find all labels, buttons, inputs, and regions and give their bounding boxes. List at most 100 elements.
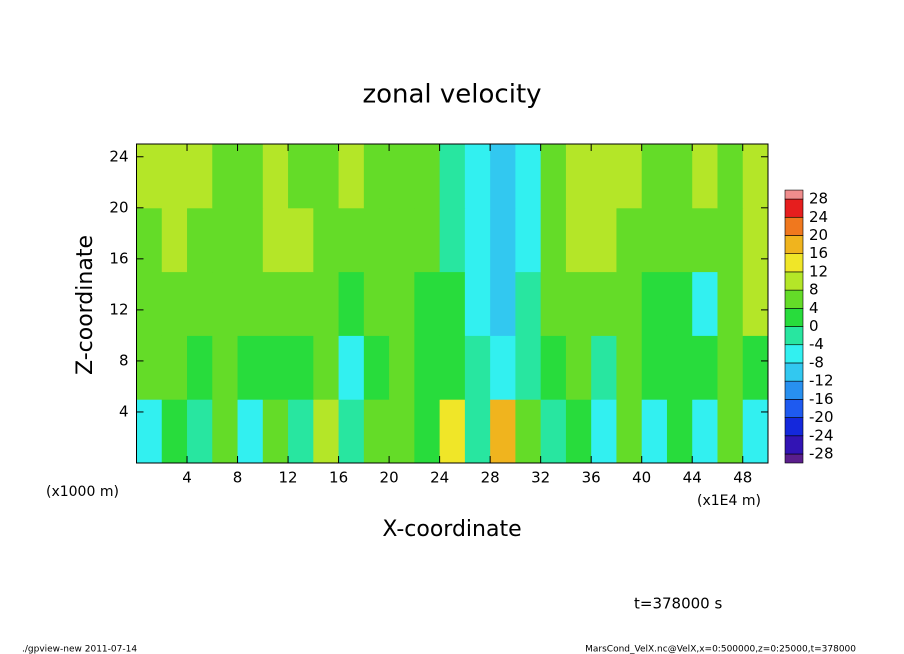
field-cell: [515, 335, 542, 400]
field-cell: [490, 144, 516, 209]
field-cell: [338, 271, 365, 336]
field-cell: [414, 144, 441, 209]
field-cell: [389, 144, 415, 209]
field-cell: [288, 399, 314, 464]
field-cell: [742, 271, 769, 336]
field-cell: [666, 399, 693, 464]
field-cell: [616, 399, 643, 464]
field-cell: [439, 271, 466, 336]
colorbar-box: [784, 326, 804, 346]
field-cell: [136, 207, 163, 273]
x-tick-label: 40: [632, 469, 651, 487]
field-cell: [262, 335, 289, 400]
field-cell: [161, 335, 188, 400]
colorbar-label: -12: [809, 372, 834, 390]
field-cell: [717, 144, 744, 209]
field-cell: [288, 207, 314, 273]
field-cell: [540, 271, 567, 336]
field-cell: [490, 207, 516, 273]
field-cell: [490, 399, 516, 464]
field-cell: [641, 144, 668, 209]
colorbar-box: [784, 198, 804, 218]
field-cell: [237, 271, 264, 336]
y-tick-label: 8: [119, 351, 129, 369]
field-cell: [136, 271, 163, 336]
x-tick-label: 28: [481, 469, 500, 487]
field-cell: [464, 207, 491, 273]
field-cell: [363, 207, 390, 273]
y-tick-label: 4: [119, 402, 129, 420]
field-cell: [363, 335, 390, 400]
x-tick-label: 12: [279, 469, 298, 487]
colorbar-label: -16: [809, 390, 834, 408]
field-cell: [237, 399, 264, 464]
footer-right: MarsCond_VelX.nc@VelX,x=0:500000,z=0:250…: [585, 645, 856, 654]
field-cell: [515, 144, 542, 209]
colorbar-box: [784, 235, 804, 254]
field-cell: [742, 144, 769, 209]
field-cell: [389, 207, 415, 273]
field-cell: [237, 335, 264, 400]
field-cell: [641, 271, 668, 336]
field-cell: [616, 207, 643, 273]
field-cell: [161, 271, 188, 336]
field-cell: [565, 335, 592, 400]
field-cell: [363, 144, 390, 209]
field-cell: [565, 144, 592, 209]
colorbar-box: [784, 344, 804, 364]
colorbar-box: [784, 399, 804, 418]
field-cell: [161, 207, 188, 273]
field-cell: [414, 335, 441, 400]
colorbar-box: [784, 435, 804, 455]
field-cell: [515, 271, 542, 336]
x-tick-label: 16: [329, 469, 348, 487]
field-cell: [262, 271, 289, 336]
y-tick-label: 20: [109, 198, 128, 216]
x-tick-label: 24: [430, 469, 449, 487]
colorbar-label: 28: [809, 190, 828, 208]
field-cell: [641, 207, 668, 273]
field-cell: [641, 399, 668, 464]
field-cell: [666, 335, 693, 400]
field-cell: [464, 335, 491, 400]
field-cell: [565, 399, 592, 464]
colorbar-box: [784, 271, 804, 291]
field-cell: [338, 144, 365, 209]
field-cell: [439, 399, 466, 464]
colorbar-label: -4: [809, 335, 824, 353]
field-cell: [161, 399, 188, 464]
x-tick-label: 4: [182, 469, 192, 487]
field-cell: [414, 207, 441, 273]
x-tick-label: 8: [233, 469, 243, 487]
colorbar-box: [784, 453, 804, 464]
field-cell: [591, 335, 617, 400]
colorbar-label: 24: [809, 208, 828, 226]
field-cell: [717, 335, 744, 400]
field-cell: [338, 335, 365, 400]
y-tick-label: 24: [109, 147, 128, 165]
field-cell: [187, 271, 213, 336]
y-tick-label: 12: [109, 300, 128, 318]
field-cell: [464, 271, 491, 336]
x-unit-right: (x1E4 m): [697, 493, 761, 509]
colorbar-label: 16: [809, 244, 828, 262]
field-cell: [591, 271, 617, 336]
field-cell: [692, 271, 718, 336]
x-tick-label: 44: [683, 469, 702, 487]
field-cell: [389, 399, 415, 464]
field-cell: [288, 271, 314, 336]
field-cell: [136, 144, 163, 209]
field-cell: [490, 271, 516, 336]
field-cell: [540, 335, 567, 400]
field-cell: [540, 399, 567, 464]
colorbar-box: [784, 189, 804, 200]
field-cell: [389, 335, 415, 400]
field-cell: [187, 399, 213, 464]
field-cell: [666, 207, 693, 273]
colorbar-label: -24: [809, 426, 834, 444]
plot-frame: [136, 143, 769, 464]
field-cell: [742, 207, 769, 273]
field-cell: [540, 144, 567, 209]
chart-title: zonal velocity: [362, 80, 541, 110]
field-cell: [187, 144, 213, 209]
